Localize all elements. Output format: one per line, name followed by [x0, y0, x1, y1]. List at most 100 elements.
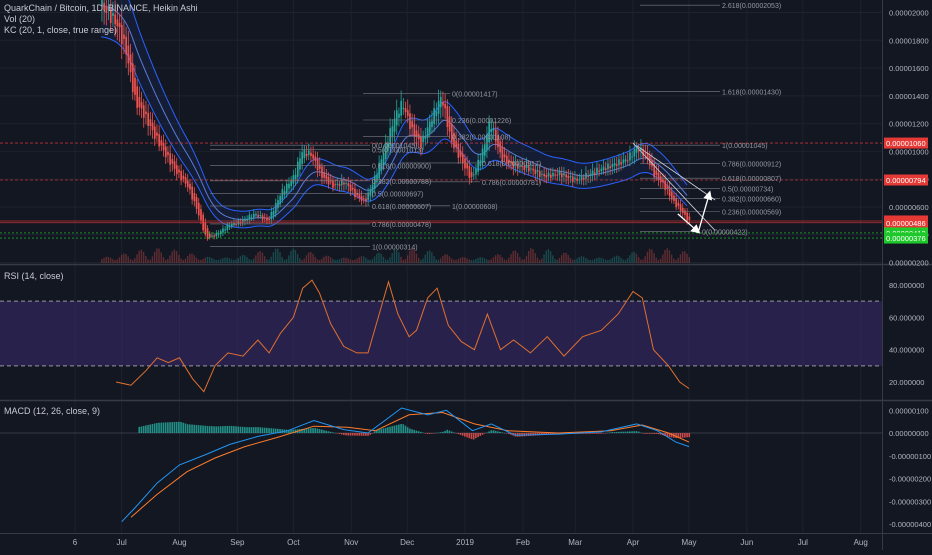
macd-histogram-bar	[635, 431, 638, 433]
volume-bar	[257, 252, 259, 263]
volume-bar	[409, 250, 411, 263]
macd-histogram-bar	[226, 425, 229, 433]
volume-bar	[384, 259, 387, 263]
volume-bar	[483, 258, 486, 263]
macd-histogram-bar	[162, 422, 165, 433]
volume-bar	[252, 258, 255, 263]
volume-bar	[626, 258, 629, 263]
macd-histogram-bar	[611, 432, 614, 433]
volume-bar	[541, 258, 543, 263]
candle-body	[171, 159, 174, 164]
macd-histogram-bar	[596, 433, 598, 434]
volume-bar	[195, 257, 198, 263]
candle-body	[424, 136, 427, 139]
candle-body	[395, 110, 398, 126]
candle-body	[288, 183, 290, 189]
candle-body	[305, 153, 308, 157]
volume-bar	[477, 257, 479, 263]
candle-body	[415, 130, 418, 138]
volume-bar	[387, 259, 389, 263]
volume-bar	[560, 255, 563, 263]
macd-histogram-bar	[338, 433, 341, 434]
volume-bar	[624, 259, 627, 263]
volume-bar	[186, 256, 189, 263]
volume-bar	[325, 255, 327, 263]
volume-bar	[664, 249, 666, 263]
macd-histogram-bar	[217, 426, 220, 433]
candle-body	[127, 45, 130, 64]
macd-histogram-bar	[681, 433, 684, 438]
macd-histogram-bar	[369, 433, 372, 435]
candle-body	[600, 168, 603, 172]
macd-histogram-bar	[246, 427, 248, 433]
volume-bar	[202, 258, 204, 263]
candle-body	[464, 158, 466, 169]
volume-bar	[290, 250, 292, 263]
volume-bar	[228, 258, 231, 263]
volume-bar	[569, 257, 572, 263]
volume-bar	[494, 255, 497, 263]
candle-body	[312, 154, 315, 159]
candle-body	[109, 8, 112, 24]
macd-histogram-bar	[365, 433, 367, 436]
candle-body	[114, 14, 117, 25]
macd-histogram-bar	[593, 433, 596, 434]
candle-body	[101, 0, 103, 6]
volume-bar	[580, 256, 583, 263]
macd-histogram-bar	[314, 428, 317, 433]
candle-body	[140, 102, 143, 109]
volume-bar	[571, 259, 574, 263]
macd-histogram-bar	[607, 432, 609, 434]
candle-body	[409, 113, 411, 130]
candle-body	[653, 163, 656, 178]
volume-bar	[318, 259, 321, 263]
macd-histogram-bar	[514, 433, 517, 437]
volume-bar	[538, 259, 541, 263]
macd-histogram-bar	[303, 428, 306, 433]
volume-bar	[602, 258, 605, 263]
candle-body	[180, 171, 183, 181]
candle-body	[356, 192, 359, 196]
macd-histogram-bar	[153, 423, 156, 433]
volume-bar	[270, 256, 272, 263]
volume-bar	[472, 259, 475, 263]
macd-histogram-bar	[466, 433, 468, 438]
fib-level-label: 2.618(0.00002053)	[722, 3, 781, 10]
volume-bar	[151, 256, 154, 263]
candle-body	[560, 173, 563, 178]
fib-level-label: 0.5(0.00001013)	[372, 148, 423, 155]
candle-body	[567, 175, 570, 179]
macd-histogram-bar	[228, 425, 231, 433]
macd-histogram-bar	[380, 428, 383, 433]
macd-histogram-bar	[604, 433, 607, 434]
volume-bar	[277, 248, 279, 263]
volume-bar	[675, 259, 677, 263]
candle-body	[193, 193, 196, 202]
price-axis-tick: 0.00001000	[889, 147, 929, 156]
volume-bar	[468, 259, 470, 263]
volume-bar	[255, 255, 257, 263]
macd-histogram-bar	[626, 431, 629, 433]
keltner-middle-line	[101, 5, 688, 220]
volume-bar	[648, 248, 651, 263]
candle-body	[426, 127, 429, 138]
candle-body	[208, 233, 211, 238]
volume-bar	[279, 252, 281, 263]
candle-body	[549, 174, 552, 178]
macd-histogram-bar	[371, 433, 374, 434]
volume-bar	[340, 258, 343, 263]
price-axis-tick: 0.00001400	[889, 92, 929, 101]
volume-bar	[153, 251, 156, 263]
volume-bar	[360, 256, 363, 263]
volume-bar	[367, 259, 369, 263]
candle-body	[541, 173, 543, 175]
macd-histogram-bar	[492, 430, 495, 433]
candle-body	[512, 162, 515, 169]
fib-level-label: 0.236(0.00001226)	[452, 118, 511, 125]
volume-bar	[415, 253, 418, 263]
volume-bar	[466, 258, 468, 263]
candle-body	[156, 132, 158, 136]
candle-body	[589, 173, 592, 176]
candle-body	[228, 225, 231, 228]
